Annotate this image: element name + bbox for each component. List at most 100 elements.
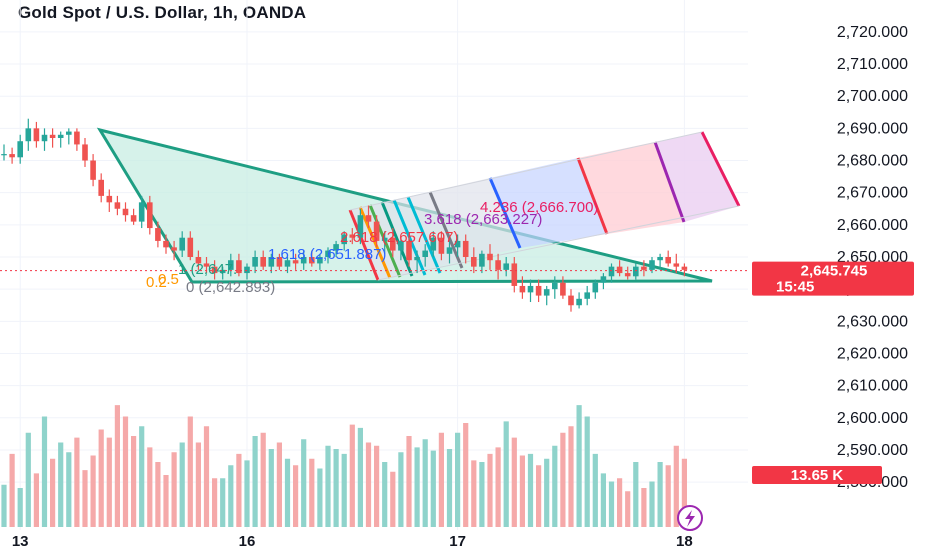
fib-label-left: 0.2 xyxy=(146,274,167,291)
fib-channel-bottom xyxy=(377,205,740,281)
candle-body xyxy=(381,237,388,241)
volume-bar xyxy=(608,481,615,527)
price-axis[interactable]: 2,720.000 2,710.000 2,700.000 2,690.000 2,68… xyxy=(837,24,908,491)
volume-bar xyxy=(479,462,485,527)
candle-body xyxy=(74,131,80,145)
candle-body xyxy=(171,247,177,251)
volume-bar xyxy=(463,423,469,527)
volume-bar xyxy=(414,447,420,527)
fib-channel-line xyxy=(653,141,686,223)
candle-body xyxy=(219,269,226,274)
candle-body xyxy=(430,237,437,251)
price-tick-label: 2,620.000 xyxy=(837,345,908,362)
volume-bar xyxy=(633,462,639,527)
volume-bar xyxy=(341,453,347,527)
candle-body xyxy=(552,282,558,290)
price-tick-label: 2,660.000 xyxy=(837,217,908,234)
price-tick-label: 2,630.000 xyxy=(837,313,908,330)
candle-body xyxy=(9,154,15,158)
candle-body xyxy=(406,240,412,261)
price-tick-label: 2,600.000 xyxy=(837,410,908,427)
volume-bar xyxy=(139,426,145,527)
candle-body xyxy=(49,134,56,138)
candle-body xyxy=(252,257,258,267)
candle-body xyxy=(568,295,574,306)
volume-bar xyxy=(333,449,339,527)
candle-body xyxy=(268,257,275,267)
candle-body xyxy=(657,257,663,261)
candle-body xyxy=(600,276,607,283)
chart-title: Gold Spot / U.S. Dollar, 1h, OANDA xyxy=(18,3,307,22)
price-tick-label: 2,590.000 xyxy=(837,442,908,459)
candle-body xyxy=(187,237,194,257)
price-tick-label: 2,720.000 xyxy=(837,24,908,41)
fib-channel-line xyxy=(358,206,392,279)
last-price-label: 2,645.745 xyxy=(801,263,868,280)
volume-bar xyxy=(317,468,323,527)
candle-body xyxy=(560,282,566,296)
candle-body xyxy=(446,247,453,254)
candle-body xyxy=(179,237,185,251)
candle-body xyxy=(527,285,534,293)
fib-label-3618: 3.618 (2,663.227) xyxy=(424,211,542,228)
price-tick-label: 2,690.000 xyxy=(837,120,908,137)
candle-body xyxy=(41,134,48,142)
volume-bar xyxy=(122,416,129,527)
volume-label: 13.65 K xyxy=(791,467,844,484)
volume-bar xyxy=(301,439,307,527)
fib-label-05: 0.5 xyxy=(158,271,179,288)
last-price-badge: 2,645.745 15:45 xyxy=(752,261,914,296)
volume-bar xyxy=(309,458,315,527)
fib-label-1618: 1.618 (2,651.887) xyxy=(268,246,386,263)
volume-bar xyxy=(471,460,477,527)
volume-bar xyxy=(390,471,396,527)
lightning-icon[interactable] xyxy=(677,505,703,531)
volume-bar xyxy=(430,450,436,527)
volume-bar xyxy=(260,432,266,527)
time-tick-label: 18 xyxy=(676,533,693,550)
candle-body xyxy=(584,292,590,299)
volume-bar xyxy=(446,449,453,527)
candle-body xyxy=(90,160,96,180)
time-tick-label: 16 xyxy=(239,533,256,550)
fib-channel-line xyxy=(348,209,380,281)
candle-body xyxy=(292,260,299,264)
candle-body xyxy=(608,266,615,277)
volume-bar xyxy=(503,421,509,527)
fib-channel-line xyxy=(488,177,522,249)
candle-body xyxy=(511,263,518,286)
volume-bar xyxy=(268,449,274,527)
candle-body xyxy=(66,131,72,135)
volume-bar xyxy=(17,488,23,527)
time-axis[interactable]: 13 16 17 18 xyxy=(12,533,693,550)
price-tick-label: 2,680.000 xyxy=(837,153,908,170)
candle-body xyxy=(276,257,283,267)
volume-bar xyxy=(82,470,88,527)
volume-bar xyxy=(665,465,671,527)
candle-body xyxy=(349,234,356,238)
candle-body xyxy=(673,263,680,267)
candle-body xyxy=(203,263,210,267)
volume-bars xyxy=(1,405,687,527)
candle-body xyxy=(300,257,307,264)
candle-body xyxy=(535,285,542,296)
candle-body xyxy=(155,228,161,241)
candle-body xyxy=(576,298,582,306)
volume-bar xyxy=(244,460,250,527)
candle-body xyxy=(163,240,169,248)
candle-body xyxy=(624,273,631,277)
volume-bar xyxy=(455,432,461,527)
candle-body xyxy=(236,260,242,274)
candle-body xyxy=(130,215,137,222)
candle-body xyxy=(333,244,339,251)
candle-body xyxy=(325,250,331,257)
fib-channel-line xyxy=(576,157,609,235)
price-tick-label: 2,670.000 xyxy=(837,185,908,202)
candle-body xyxy=(17,141,23,158)
volume-bar xyxy=(41,416,48,527)
fib-channel-red xyxy=(578,142,684,234)
volume-bar xyxy=(25,432,31,527)
volume-bar xyxy=(374,445,380,527)
volume-bar xyxy=(58,442,64,527)
